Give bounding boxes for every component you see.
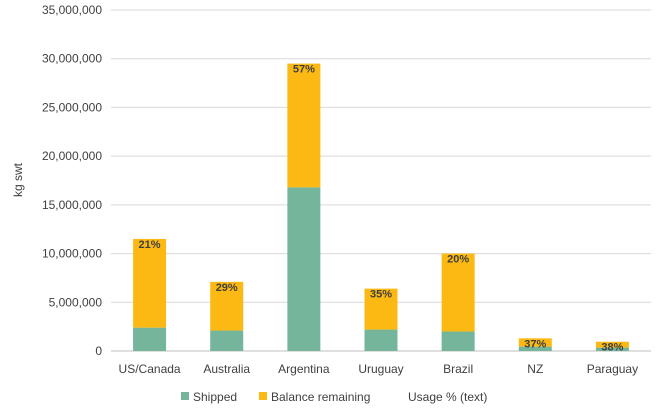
bar-shipped-6 bbox=[595, 347, 629, 351]
bar-shipped-1 bbox=[210, 330, 244, 351]
x-tick-label: US/Canada bbox=[119, 362, 181, 376]
usage-label: 37% bbox=[524, 338, 546, 350]
x-axis-ticks: US/Canada Australia Argentina Uruguay Brazil… bbox=[119, 362, 639, 376]
x-tick-label: Uruguay bbox=[358, 362, 403, 376]
bar-shipped-5 bbox=[518, 346, 552, 351]
y-tick-label: 20,000,000 bbox=[42, 149, 102, 163]
bar-balance-1 bbox=[210, 281, 244, 331]
y-tick-label: 0 bbox=[95, 344, 102, 358]
legend-label-shipped: Shipped bbox=[193, 390, 237, 404]
legend-swatch-shipped bbox=[181, 392, 189, 400]
y-tick-label: 35,000,000 bbox=[42, 3, 102, 17]
y-tick-label: 10,000,000 bbox=[42, 247, 102, 261]
legend: Shipped Balance remaining Usage % (text) bbox=[181, 390, 487, 404]
bar-balance-0 bbox=[133, 238, 167, 328]
y-tick-label: 5,000,000 bbox=[49, 295, 103, 309]
usage-label: 57% bbox=[293, 64, 315, 76]
bars bbox=[133, 63, 629, 351]
bar-balance-2 bbox=[287, 63, 321, 188]
bar-shipped-4 bbox=[441, 331, 475, 351]
usage-label: 21% bbox=[139, 239, 161, 251]
y-tick-label: 30,000,000 bbox=[42, 52, 102, 66]
x-tick-label: NZ bbox=[527, 362, 543, 376]
usage-label: 35% bbox=[370, 289, 392, 301]
bar-balance-6 bbox=[595, 341, 629, 348]
x-tick-label: Australia bbox=[203, 362, 250, 376]
legend-label-balance: Balance remaining bbox=[271, 390, 370, 404]
bar-balance-3 bbox=[364, 288, 398, 330]
bar-shipped-3 bbox=[364, 329, 398, 351]
bar-shipped-0 bbox=[133, 327, 167, 351]
usage-label: 20% bbox=[447, 254, 469, 266]
y-axis-label: kg swt bbox=[11, 162, 25, 197]
y-tick-label: 15,000,000 bbox=[42, 198, 102, 212]
x-tick-label: Argentina bbox=[278, 362, 330, 376]
usage-label: 29% bbox=[216, 282, 238, 294]
y-axis-ticks: 0 5,000,000 10,000,000 15,000,000 20,000,000… bbox=[42, 3, 102, 358]
bar-balance-4 bbox=[441, 253, 475, 332]
usage-labels: 21% 29% 57% 35% 20% 37% 38% bbox=[139, 64, 624, 354]
x-tick-label: Paraguay bbox=[587, 362, 638, 376]
bar-balance-5 bbox=[518, 338, 552, 347]
x-tick-label: Brazil bbox=[443, 362, 473, 376]
legend-label-usage: Usage % (text) bbox=[408, 390, 487, 404]
bar-shipped-2 bbox=[287, 187, 321, 351]
y-tick-label: 25,000,000 bbox=[42, 100, 102, 114]
usage-label: 38% bbox=[601, 342, 623, 354]
gridlines bbox=[111, 9, 651, 352]
legend-swatch-balance bbox=[259, 392, 267, 400]
